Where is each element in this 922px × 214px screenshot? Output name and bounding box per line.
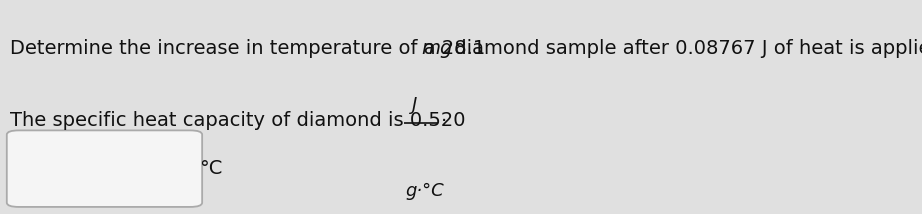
Text: g·°C: g·°C [406, 182, 444, 200]
Text: .: . [441, 106, 447, 125]
Text: The specific heat capacity of diamond is 0.520: The specific heat capacity of diamond is… [10, 111, 471, 130]
Text: J: J [411, 96, 417, 114]
Text: diamond sample after 0.08767 J of heat is applied.: diamond sample after 0.08767 J of heat i… [448, 39, 922, 58]
Text: mg: mg [421, 39, 453, 58]
Text: °C: °C [199, 159, 222, 178]
Text: Determine the increase in temperature of a 28.1: Determine the increase in temperature of… [10, 39, 491, 58]
FancyBboxPatch shape [6, 130, 202, 207]
